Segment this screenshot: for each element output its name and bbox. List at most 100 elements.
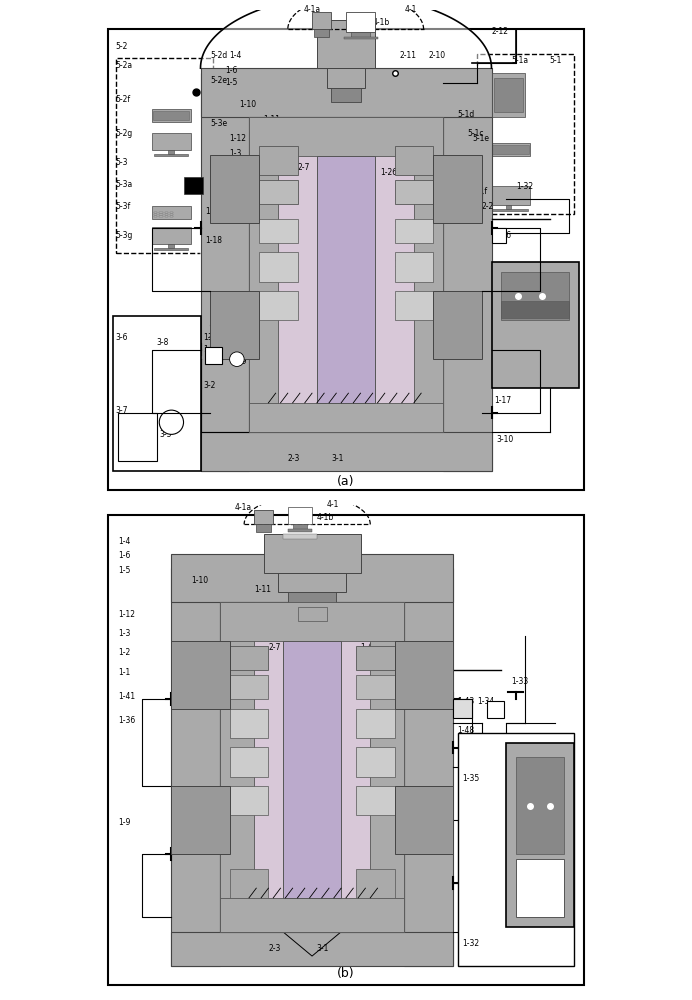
Text: 1-8: 1-8 <box>298 721 310 730</box>
Bar <box>288 529 312 532</box>
Bar <box>356 747 394 777</box>
Bar <box>356 786 394 815</box>
Text: 3-5: 3-5 <box>159 430 172 439</box>
Text: 5-2g: 5-2g <box>116 129 133 138</box>
Bar <box>491 228 506 243</box>
Text: (a): (a) <box>337 475 355 488</box>
Bar <box>165 214 168 215</box>
Text: 5-3a: 5-3a <box>116 180 133 189</box>
Bar <box>356 675 394 699</box>
Text: 1-25: 1-25 <box>424 168 441 177</box>
Text: 3-9: 3-9 <box>235 357 247 366</box>
Bar <box>394 146 433 175</box>
Bar <box>220 898 404 932</box>
Bar <box>501 272 569 320</box>
Text: 2-12: 2-12 <box>491 27 509 36</box>
Text: 5-2: 5-2 <box>116 42 128 51</box>
Bar <box>170 214 173 215</box>
Text: 2-4: 2-4 <box>312 410 325 419</box>
Text: 1-29: 1-29 <box>394 299 412 308</box>
Text: 2-4: 2-4 <box>293 915 305 924</box>
Bar <box>172 786 230 854</box>
Bar <box>491 73 525 117</box>
Text: 1-22: 1-22 <box>254 299 271 308</box>
Text: 1-15: 1-15 <box>496 328 513 337</box>
Bar <box>394 291 433 320</box>
Bar <box>346 12 375 32</box>
Text: 1-4: 1-4 <box>118 537 130 546</box>
Bar <box>230 869 268 898</box>
Bar <box>230 646 268 670</box>
Text: 5-1a: 5-1a <box>511 56 528 65</box>
Bar <box>201 68 491 117</box>
Bar <box>152 206 191 219</box>
Text: 1-3: 1-3 <box>118 629 130 638</box>
Bar <box>278 573 346 592</box>
Text: 1-14: 1-14 <box>520 901 538 910</box>
Text: 1-24: 1-24 <box>249 178 266 187</box>
Bar <box>154 214 157 215</box>
Bar <box>206 347 222 364</box>
Text: 1-16: 1-16 <box>494 231 511 240</box>
Text: (b): (b) <box>337 967 355 980</box>
Bar <box>201 73 249 471</box>
Text: 1-8: 1-8 <box>327 236 339 245</box>
Text: 1-35: 1-35 <box>462 774 480 783</box>
Text: 5-3d: 5-3d <box>210 158 228 167</box>
Polygon shape <box>201 0 491 471</box>
Bar <box>394 641 453 709</box>
Bar <box>259 291 298 320</box>
Text: 2-8: 2-8 <box>317 168 329 177</box>
Bar <box>312 12 331 29</box>
Bar <box>477 54 574 214</box>
Bar <box>172 568 220 966</box>
Text: 1-7: 1-7 <box>298 755 310 764</box>
Bar <box>159 212 163 213</box>
Text: 1-37: 1-37 <box>235 677 252 686</box>
Text: 1-1: 1-1 <box>118 668 130 677</box>
Text: 1-18: 1-18 <box>206 236 222 245</box>
Bar <box>249 117 278 432</box>
Bar <box>230 786 268 815</box>
Text: 2-7: 2-7 <box>268 644 281 652</box>
Bar <box>259 252 298 282</box>
Bar <box>113 316 201 471</box>
Text: 1-20: 1-20 <box>254 221 271 230</box>
Bar <box>488 145 529 154</box>
Text: 1-38: 1-38 <box>235 711 252 720</box>
Text: 5-2d: 5-2d <box>210 51 228 60</box>
Text: 1-19: 1-19 <box>259 192 276 201</box>
Bar <box>404 568 453 966</box>
Text: 1-49: 1-49 <box>361 644 378 652</box>
Text: 1-46: 1-46 <box>361 750 378 759</box>
Text: 1-32: 1-32 <box>462 939 480 948</box>
Text: 1-14: 1-14 <box>496 372 513 381</box>
Bar <box>516 757 564 854</box>
Text: 5-3g: 5-3g <box>116 231 133 240</box>
Bar <box>201 432 491 471</box>
Bar <box>220 602 404 932</box>
Bar <box>356 869 394 898</box>
Text: 4-1b: 4-1b <box>317 513 334 522</box>
Bar <box>172 553 453 602</box>
Bar <box>259 219 298 243</box>
Bar <box>370 602 404 932</box>
Text: 2-3: 2-3 <box>268 944 281 953</box>
Text: 1-50: 1-50 <box>457 178 475 187</box>
Circle shape <box>159 410 183 434</box>
Text: 3-7: 3-7 <box>116 406 128 415</box>
Text: 1-9: 1-9 <box>203 345 215 354</box>
Circle shape <box>230 352 244 366</box>
Bar <box>220 602 254 932</box>
Bar <box>516 883 564 903</box>
Text: 3-4: 3-4 <box>208 333 220 342</box>
Text: 1-39: 1-39 <box>235 750 252 759</box>
Text: 1-12: 1-12 <box>118 610 135 619</box>
Bar <box>165 216 168 217</box>
Text: 3-3: 3-3 <box>225 338 237 347</box>
Text: 3-1: 3-1 <box>317 944 329 953</box>
Text: 3-1: 3-1 <box>331 454 344 463</box>
Text: 5-1f: 5-1f <box>472 187 487 196</box>
Text: 1-2: 1-2 <box>230 163 242 172</box>
Text: 1-1: 1-1 <box>230 178 242 187</box>
